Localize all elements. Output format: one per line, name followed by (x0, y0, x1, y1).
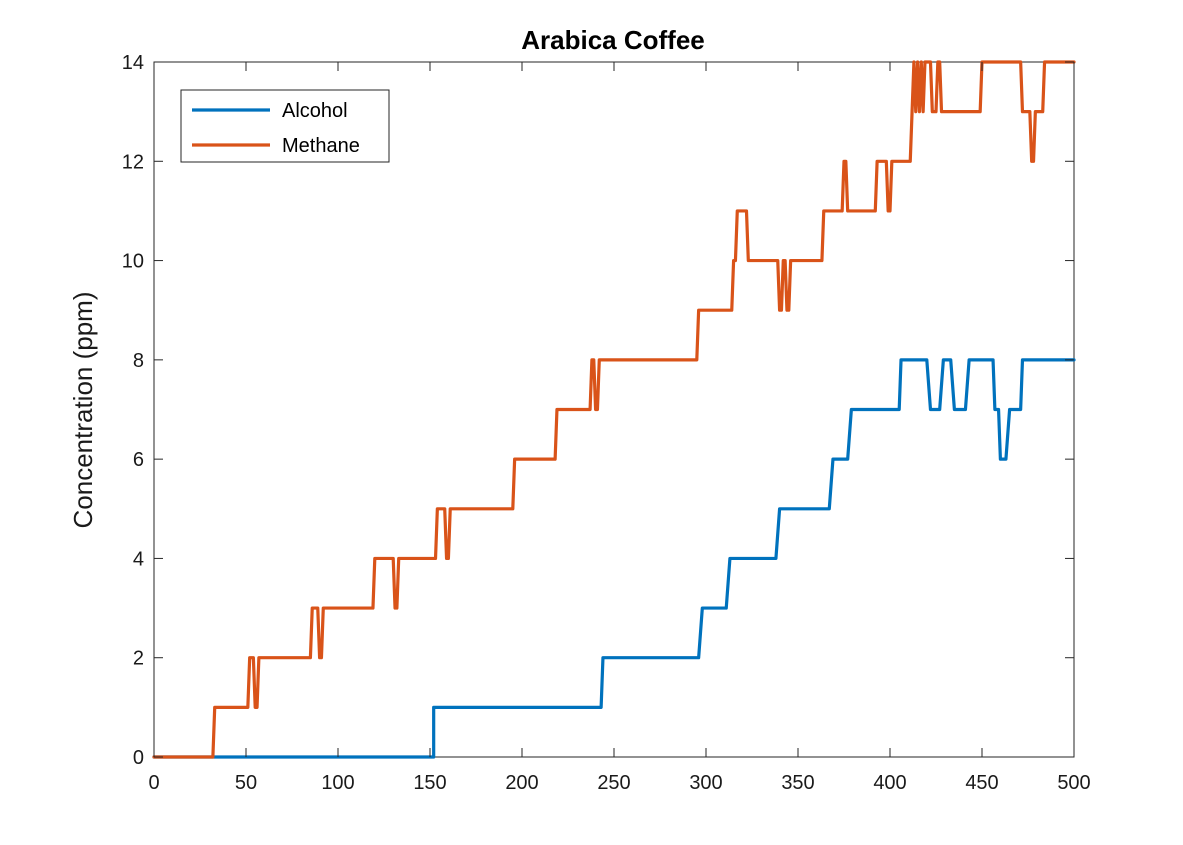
series-line-alcohol (152, 358, 1076, 759)
y-tick-label: 8 (133, 350, 144, 372)
x-tick-label: 350 (781, 772, 814, 794)
y-tick-label: 6 (133, 449, 144, 471)
x-tick-label: 300 (689, 772, 722, 794)
y-tick-label: 14 (122, 52, 144, 74)
y-tick-label: 2 (133, 648, 144, 670)
x-tick-label: 50 (235, 772, 257, 794)
x-tick-label: 0 (148, 772, 159, 794)
y-axis-label: Concentration (ppm) (68, 292, 98, 529)
x-tick-label: 200 (505, 772, 538, 794)
y-tick-label: 10 (122, 251, 144, 273)
legend-label-methane: Methane (282, 135, 360, 157)
y-tick-label: 12 (122, 151, 144, 173)
legend: Alcohol Methane (180, 89, 390, 163)
x-tick-label: 100 (321, 772, 354, 794)
legend-label-alcohol: Alcohol (282, 100, 348, 122)
series-layer (152, 60, 1076, 759)
x-tick-label: 450 (965, 772, 998, 794)
x-tick-label: 500 (1057, 772, 1090, 794)
series-line-methane (152, 60, 1076, 759)
y-tick-label: 0 (133, 747, 144, 769)
ticks-layer: 0 50 100 150 200 250 300 350 400 450 500 0 2 4 6 8 10 12 1… (122, 52, 1091, 794)
x-tick-label: 150 (413, 772, 446, 794)
plot-area: 0 50 100 150 200 250 300 350 400 450 500 0 2 4 6 8 10 12 1… (122, 52, 1091, 794)
y-tick-label: 4 (133, 548, 144, 570)
chart-title: Arabica Coffee (521, 25, 705, 55)
legend-box (180, 89, 390, 163)
x-tick-label: 250 (597, 772, 630, 794)
x-tick-label: 400 (873, 772, 906, 794)
